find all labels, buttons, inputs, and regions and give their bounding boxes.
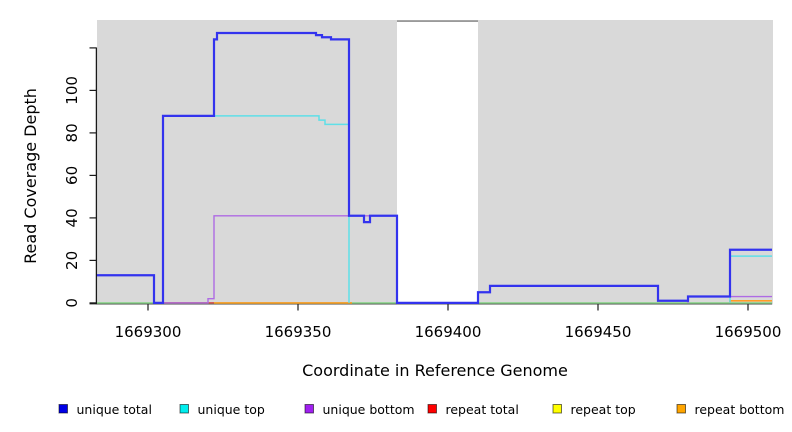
legend-item: repeat top (552, 402, 636, 417)
legend-item: unique total (58, 402, 152, 417)
legend-label: unique bottom (323, 402, 415, 417)
coverage-gap-band (397, 22, 478, 305)
legend-label: repeat total (446, 402, 519, 417)
x-tick-label: 1669400 (415, 323, 482, 341)
y-tick-label: 40 (63, 208, 81, 227)
x-tick-label: 1669350 (265, 323, 332, 341)
axes: 1669300 1669350 1669400 1669450 1669500 0 20 40… (63, 47, 782, 341)
gap-band-top-edge (397, 20, 478, 22)
y-tick-label: 100 (63, 76, 81, 105)
legend-label: unique total (77, 402, 152, 417)
series-lines (97, 31, 772, 304)
x-tick-label: 1669300 (115, 323, 182, 341)
y-tick-label: 20 (63, 251, 81, 270)
y-tick-label: 80 (63, 123, 81, 142)
legend-item: unique bottom (304, 402, 415, 417)
legend-label: repeat top (571, 402, 636, 417)
x-axis-title: Coordinate in Reference Genome (302, 361, 568, 380)
legend: unique total unique top unique bottom repea… (58, 402, 785, 417)
legend-label: unique top (198, 402, 265, 417)
legend-item: repeat bottom (676, 402, 785, 417)
repeat-top-legend-swatch (552, 404, 562, 414)
x-tick-label: 1669500 (715, 323, 782, 341)
unique-top-legend-swatch (179, 404, 189, 414)
repeat-bottom-legend-swatch (676, 404, 686, 414)
repeat-total-legend-swatch (427, 404, 437, 414)
unique-bottom-legend-swatch (304, 404, 314, 414)
legend-label: repeat bottom (695, 402, 785, 417)
x-tick-label: 1669450 (565, 323, 632, 341)
unique-total-line (97, 31, 772, 304)
legend-item: repeat total (427, 402, 519, 417)
y-tick-label: 60 (63, 166, 81, 185)
y-axis-title: Read Coverage Depth (21, 88, 40, 264)
unique-total-legend-swatch (58, 404, 68, 414)
legend-item: unique top (179, 402, 265, 417)
y-tick-label: 0 (63, 298, 81, 308)
